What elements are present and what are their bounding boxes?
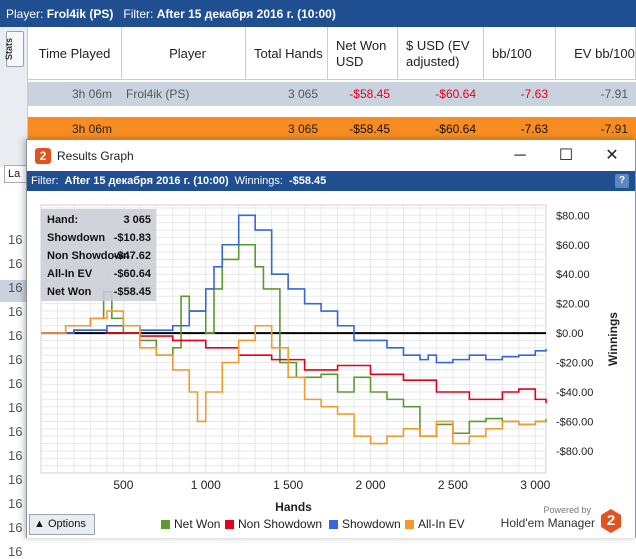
col-ev-bb100[interactable]: EV bb/100 [556,27,636,80]
table-total-row[interactable]: 3h 06m 3 065 -$58.45 -$60.64 -7.63 -7.91 [28,117,636,141]
filter-prefix: Filter: [31,175,59,187]
cell-bb100: -7.63 [520,87,548,101]
winnings-value: -$58.45 [288,175,327,187]
side-row-number: 16 [8,376,23,391]
side-row-number: 16 [8,400,23,415]
info-row-allin-ev: All-In EV -$60.64 [47,268,151,280]
side-row-number: 16 [8,496,23,511]
minimize-icon[interactable]: ─ [514,147,526,164]
hand-info-box: Hand: 3 065 Showdown -$10.83 Non Showdown -… [41,209,156,301]
cell-time: 3h 06m [71,87,112,101]
info-row-showdown: Showdown -$10.83 [47,232,151,244]
series-line-showdown [41,214,547,364]
legend-swatch [161,519,170,529]
y-tick-label: $40.00 [556,269,590,281]
legend-swatch [405,519,414,529]
info-row-non-showdown: Non Showdown -$47.62 [47,250,151,262]
y-tick-label: -$20.00 [556,358,593,370]
y-axis-label: Winnings [606,312,620,366]
results-graph-window: 2 Results Graph ─ ☐ ✕ Filter: After 15 д… [26,139,636,538]
y-tick-label: $20.00 [556,299,590,311]
info-row-net-won: Net Won -$58.45 [47,286,151,298]
maximize-icon[interactable]: ☐ [558,147,574,164]
results-chart[interactable]: $80.00 $60.00 $40.00 $20.00 $0.00 -$20.00 -$40… [27,191,635,514]
filter-value: After 15 декабря 2016 г. (10:00) [64,175,229,187]
col-usd-ev[interactable]: $ USD (EV adjusted) [398,27,484,80]
legend-swatch [329,519,338,529]
y-tick-label: $0.00 [556,328,584,340]
x-tick-label: 3 000 [520,478,550,492]
brand-name: Hold'em Manager [500,516,595,530]
side-row-number: 16 [8,256,23,271]
side-row-number: 16 [8,232,23,247]
x-tick-label: 2 500 [438,478,468,492]
stats-tab[interactable]: Stats [4,31,24,67]
side-row-number: 16 [8,472,23,487]
x-tick-label: 1 000 [191,478,221,492]
series-line-all-in-ev [41,310,547,445]
filter-text: Filter: After 15 декабря 2016 г. (10:00) [123,6,336,21]
legend-non-showdown[interactable]: Non Showdown [225,517,322,531]
side-row-number: 16 [8,424,23,439]
stats-table-header: Time Played Player Total Hands Net Won U… [28,27,636,80]
stats-side-panel: Stats [0,27,28,167]
help-icon[interactable]: ? [615,174,629,188]
side-row-number: 16 [8,520,23,535]
cell-hands: 3 065 [287,122,318,136]
x-tick-label: 2 000 [356,478,386,492]
side-row-highlight [0,280,26,302]
side-row-number: 16 [8,304,23,319]
y-tick-label: $80.00 [556,210,590,222]
filter-player: Player: Frol4ik (PS) [6,6,114,21]
graph-footer: ▲ Options Net Won Non Showdown Showdown … [27,505,635,538]
y-tick-label: $60.00 [556,240,590,252]
main-filter-bar: Player: Frol4ik (PS) Filter: After 15 де… [0,0,636,27]
side-row-number: 16 [8,352,23,367]
cell-net-won: -$58.45 [349,122,390,136]
legend-showdown[interactable]: Showdown [329,517,401,531]
y-tick-label: -$80.00 [556,446,593,458]
col-time-played[interactable]: Time Played [28,27,122,80]
holdem-manager-logo-icon: 2 [601,509,621,533]
cell-usd-ev: -$60.64 [435,87,476,101]
x-tick-label: 500 [113,478,133,492]
cell-ev-bb100: -7.91 [600,122,628,136]
options-button[interactable]: ▲ Options [29,514,95,535]
legend-allin-ev[interactable]: All-In EV [405,517,465,531]
table-row[interactable]: 3h 06m Frol4ik (PS) 3 065 -$58.45 -$60.6… [28,82,636,106]
winnings-label: Winnings: [234,175,283,187]
col-net-won[interactable]: Net Won USD [328,27,398,80]
y-tick-label: -$60.00 [556,416,593,428]
cell-usd-ev: -$60.64 [435,122,476,136]
cell-ev-bb100: -7.91 [600,87,628,101]
info-row-hand: Hand: 3 065 [47,214,151,226]
side-dropdown[interactable]: La [4,165,28,183]
legend-net-won[interactable]: Net Won [161,517,220,531]
cell-player: Frol4ik (PS) [126,87,190,101]
stats-table: Time Played Player Total Hands Net Won U… [28,27,636,141]
window-title: Results Graph [57,148,134,163]
cell-bb100: -7.63 [520,122,548,136]
side-row-number: 16 [8,280,23,295]
side-row-number: 16 [8,328,23,343]
x-axis-label: Hands [275,500,312,511]
x-tick-label: 1 500 [273,478,303,492]
title-bar: 2 Results Graph ─ ☐ ✕ [27,140,635,171]
side-row-number: 16 [8,448,23,463]
side-row-number: 16 [8,544,23,559]
cell-hands: 3 065 [287,87,318,101]
graph-filter-bar: Filter: After 15 декабря 2016 г. (10:00)… [27,171,635,191]
cell-net-won: -$58.45 [349,87,390,101]
close-icon[interactable]: ✕ [605,147,619,164]
cell-time: 3h 06m [71,122,112,136]
col-total-hands[interactable]: Total Hands [246,27,328,80]
col-player[interactable]: Player [122,27,246,80]
powered-by-label: Powered by [543,505,591,515]
legend-swatch [225,519,234,529]
col-bb100[interactable]: bb/100 [484,27,556,80]
y-tick-label: -$40.00 [556,387,593,399]
app-logo-icon: 2 [35,147,51,164]
